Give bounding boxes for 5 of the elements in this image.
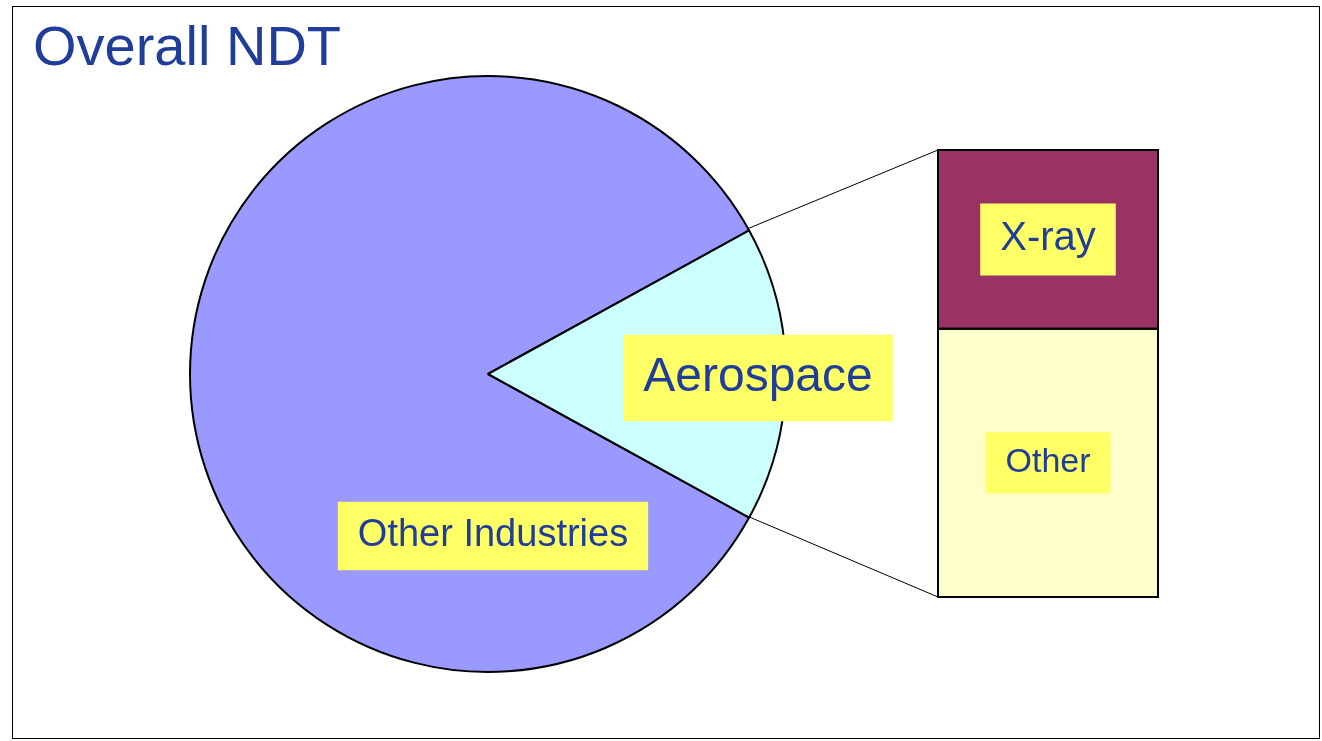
series-label: Other	[1005, 441, 1091, 480]
chart-title: Overall NDT	[33, 14, 342, 77]
slice-label: Aerospace	[643, 348, 873, 402]
slice-label: Other Industries	[357, 512, 629, 555]
series-label: X-ray	[1000, 214, 1096, 259]
